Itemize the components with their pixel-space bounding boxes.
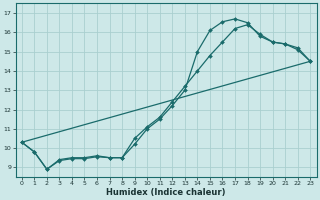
X-axis label: Humidex (Indice chaleur): Humidex (Indice chaleur) xyxy=(106,188,226,197)
